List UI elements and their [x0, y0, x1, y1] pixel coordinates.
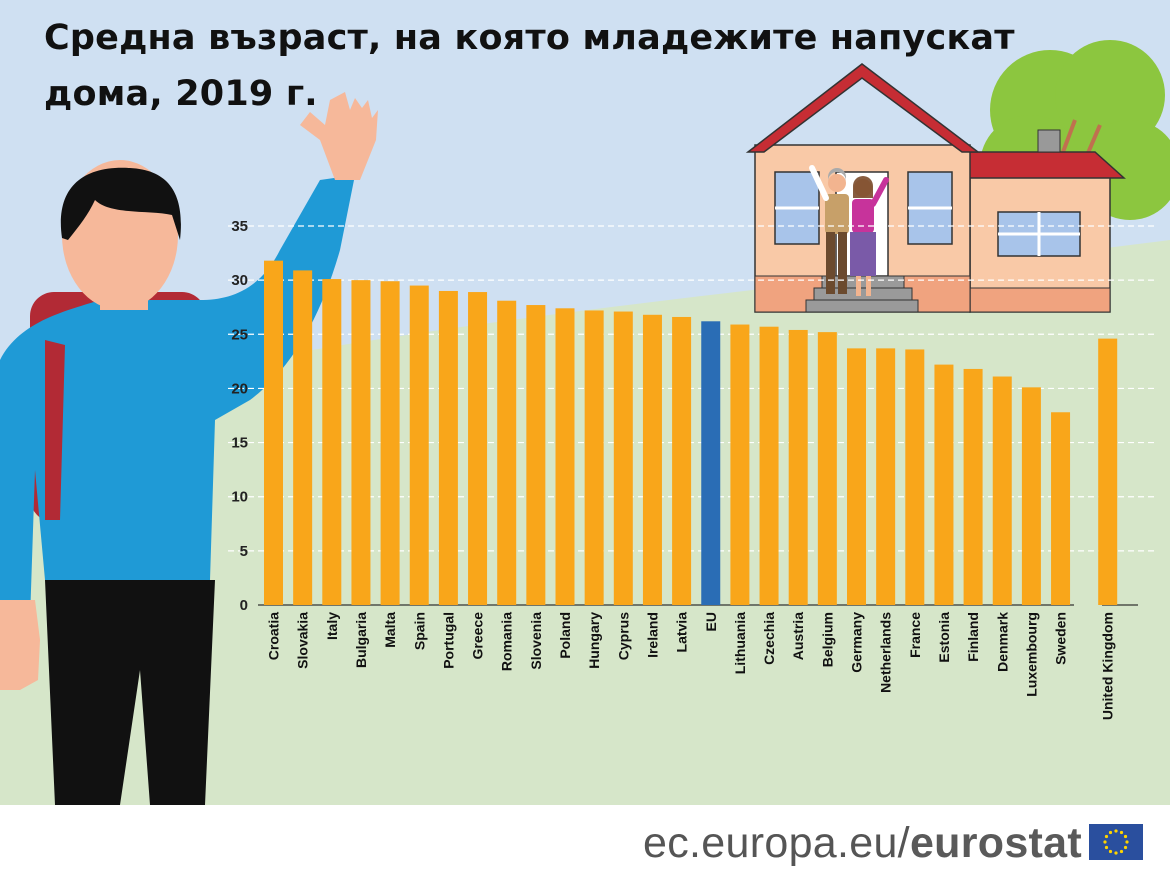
x-tick-label: Spain: [411, 612, 427, 650]
brand-name: eurostat: [909, 819, 1082, 867]
y-tick-label: 10: [231, 489, 248, 506]
bar-czechia: [759, 326, 779, 605]
x-tick-label: Estonia: [936, 612, 952, 663]
flag-star: [1104, 845, 1109, 850]
x-tick-label: Malta: [382, 612, 398, 648]
bar-germany: [847, 348, 866, 605]
bar-latvia: [672, 316, 692, 605]
bar-belgium: [817, 332, 837, 605]
bar-hungary: [584, 310, 604, 605]
x-tick-label: Cyprus: [615, 612, 631, 660]
elderly-couple-illustration: [809, 165, 889, 296]
bar-slovakia: [293, 270, 313, 605]
bar-romania: [497, 300, 517, 605]
x-tick-label: Czechia: [761, 612, 777, 665]
page-title: Средна възраст, на която младежите напус…: [44, 18, 1015, 114]
flag-star: [1114, 829, 1118, 833]
flag-star: [1108, 849, 1113, 854]
bar-spain: [409, 285, 429, 605]
x-tick-label: Austria: [790, 612, 806, 660]
bar-netherlands: [876, 348, 896, 605]
x-tick-label: Romania: [499, 612, 515, 671]
x-tick-label: Belgium: [819, 612, 835, 667]
y-tick-label: 20: [231, 380, 248, 397]
flag-star: [1114, 851, 1118, 855]
x-axis-labels: Croatia Slovakia Italy Bulgaria Malta Spain Po…: [266, 612, 1116, 720]
y-tick-label: 35: [231, 218, 248, 235]
x-tick-label: United Kingdom: [1100, 612, 1116, 720]
bar-ireland: [642, 314, 662, 605]
y-tick-label: 25: [231, 326, 248, 343]
bar-croatia: [264, 260, 283, 605]
bar-lithuania: [730, 324, 750, 605]
x-tick-label: Italy: [324, 612, 340, 640]
x-tick-label: Hungary: [586, 612, 602, 669]
bar-italy: [322, 279, 342, 605]
x-tick-label: Bulgaria: [353, 612, 369, 668]
x-tick-label: Greece: [470, 612, 486, 660]
bar-estonia: [934, 364, 954, 605]
bar-cyprus: [613, 311, 633, 605]
x-tick-label: Portugal: [440, 612, 456, 669]
x-tick-label: Latvia: [674, 612, 690, 653]
x-tick-label: Slovenia: [528, 612, 544, 670]
bar-france: [905, 349, 925, 605]
flag-star: [1123, 834, 1128, 839]
y-tick-label: 5: [240, 543, 248, 560]
x-tick-label: Finland: [965, 612, 981, 662]
x-tick-label: Germany: [849, 612, 865, 673]
house-illustration: [745, 63, 1126, 313]
flag-star: [1104, 834, 1109, 839]
bar-united-kingdom: [1098, 338, 1118, 605]
flag-star: [1119, 830, 1124, 835]
flag-star: [1119, 849, 1124, 854]
y-tick-label: 0: [240, 597, 248, 614]
bar-eu: [701, 321, 721, 605]
bars: [264, 260, 1118, 605]
x-tick-label: Sweden: [1053, 612, 1069, 665]
x-tick-label: Luxembourg: [1023, 612, 1039, 697]
y-tick-label: 30: [231, 272, 248, 289]
site-domain: ec.europa.eu/: [643, 819, 910, 867]
bar-poland: [555, 308, 575, 605]
flag-star: [1108, 830, 1113, 835]
bar-sweden: [1051, 412, 1071, 605]
bar-finland: [963, 368, 983, 605]
bar-portugal: [438, 290, 458, 605]
bar-denmark: [992, 376, 1012, 605]
bar-austria: [788, 329, 808, 605]
eu-flag-icon: [1089, 824, 1143, 860]
flag-star: [1123, 845, 1128, 850]
x-tick-label: Croatia: [266, 612, 282, 660]
bar-greece: [468, 292, 488, 605]
x-tick-label: Slovakia: [295, 612, 311, 669]
flag-star: [1125, 840, 1129, 844]
x-tick-label: EU: [703, 612, 719, 631]
site-url[interactable]: ec.europa.eu/eurostat: [643, 815, 1082, 871]
x-tick-label: Netherlands: [878, 612, 894, 693]
bar-luxembourg: [1021, 387, 1041, 605]
x-tick-label: Lithuania: [732, 612, 748, 674]
x-tick-label: Ireland: [644, 612, 660, 658]
bar-bulgaria: [351, 280, 371, 605]
y-axis-ticks: 0 5 10 15 20 25 30 35: [231, 218, 248, 614]
x-tick-label: Poland: [557, 612, 573, 659]
footer: [0, 805, 1170, 877]
x-tick-label: France: [907, 612, 923, 658]
bar-malta: [380, 281, 400, 605]
bar-slovenia: [526, 305, 546, 605]
x-tick-label: Denmark: [994, 612, 1010, 672]
flag-star: [1103, 840, 1107, 844]
y-tick-label: 15: [231, 435, 248, 452]
